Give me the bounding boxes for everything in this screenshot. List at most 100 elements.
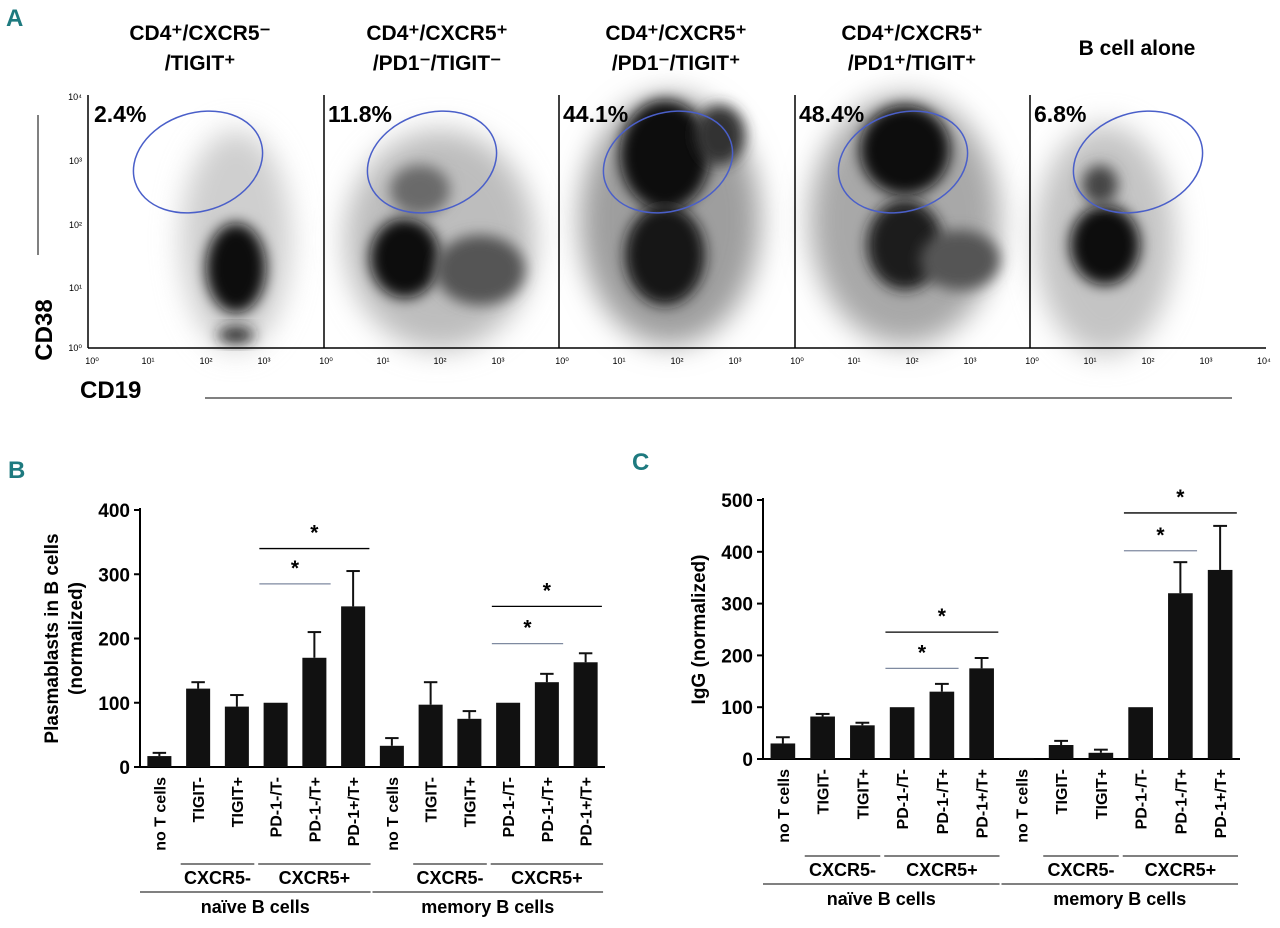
- group1-label-c-1: CXCR5+: [906, 860, 978, 880]
- group2-label-c-0: naïve B cells: [827, 889, 936, 909]
- bar-c-8: [1088, 752, 1114, 759]
- flow-x-tick-p1-2: 10²: [199, 356, 212, 366]
- bar-c-7: [1048, 745, 1074, 759]
- flow-title-3-line1: CD4⁺/CXCR5⁺: [605, 22, 746, 45]
- gate-percent-1: 2.4%: [94, 101, 146, 127]
- bar-c-0: [770, 743, 796, 759]
- chart-c: 0 100 200 300 400 500 IgG (normalized) no T cel…: [689, 486, 1240, 909]
- flow-x-tick-p5-2: 10²: [1141, 356, 1154, 366]
- flow-title-1-line1: CD4⁺/CXCR5⁻: [129, 22, 270, 45]
- category-label-b-3: PD-1-/T-: [269, 777, 286, 837]
- gate-4: [837, 110, 969, 214]
- category-label-b-6: no T cells: [385, 777, 402, 851]
- gate-percent-5: 6.8%: [1034, 101, 1086, 127]
- flow-y-tick-4: 10⁴: [68, 92, 82, 102]
- gate-percent-2: 11.8%: [328, 101, 392, 127]
- density-panel-1: [181, 130, 291, 350]
- category-label-b-4: PD-1-/T+: [307, 777, 324, 842]
- flow-xlabel: CD19: [80, 377, 141, 404]
- category-label-c-2: TIGIT+: [855, 769, 872, 819]
- y-tick-label-c-0: 0: [742, 750, 753, 771]
- flow-x-tick-p1-1: 10¹: [141, 356, 154, 366]
- bar-b-1: [186, 688, 211, 767]
- flow-title-4-line1: CD4⁺/CXCR5⁺: [841, 22, 982, 45]
- flow-title-5-line1: B cell alone: [1079, 37, 1196, 60]
- flow-x-tick-p5-3: 10³: [1199, 356, 1212, 366]
- gates: [132, 110, 1204, 214]
- category-label-c-11: PD-1+/T+: [1213, 769, 1230, 838]
- flow-x-tick-p4-3: 10³: [963, 356, 976, 366]
- panel-label-c: C: [632, 449, 649, 476]
- panel-a: A CD4⁺/CXCR5⁻ /TIGIT⁺ CD4⁺/CXCR5⁺ /PD1⁻/…: [6, 5, 1271, 404]
- sig-star-b-1: *: [310, 522, 319, 545]
- group2-label-b-0: naïve B cells: [201, 897, 310, 917]
- flow-y-tick-2: 10²: [69, 220, 82, 230]
- y-tick-label-b-3: 300: [98, 565, 130, 586]
- flow-x-tick-p5-0: 10⁰: [1025, 356, 1039, 366]
- flow-title-1-line2: /TIGIT⁺: [165, 52, 236, 75]
- y-tick-label-b-1: 100: [98, 694, 130, 715]
- sig-star-b-0: *: [291, 557, 300, 580]
- gate-2: [366, 110, 498, 214]
- flow-title-3-line2: /PD1⁻/TIGIT⁺: [612, 52, 740, 75]
- density-panel-5: [1035, 125, 1175, 355]
- flow-x-tick-p3-2: 10²: [670, 356, 683, 366]
- category-label-c-4: PD-1-/T+: [935, 769, 952, 834]
- bar-b-3: [263, 702, 288, 767]
- flow-x-tick-p3-0: 10⁰: [555, 356, 569, 366]
- category-label-b-7: TIGIT-: [424, 777, 441, 822]
- gate-5: [1072, 110, 1204, 214]
- category-label-b-9: PD-1-/T-: [501, 777, 518, 837]
- group2-label-b-1: memory B cells: [421, 897, 554, 917]
- panel-label-a: A: [6, 5, 23, 32]
- flow-x-tick-p2-3: 10³: [491, 356, 504, 366]
- bar-c-1: [810, 716, 835, 759]
- sig-star-c-1: *: [938, 605, 947, 628]
- bar-b-6: [379, 745, 404, 767]
- gate-percent-4: 48.4%: [799, 101, 864, 127]
- bar-c-9: [1128, 707, 1153, 759]
- category-label-c-1: TIGIT-: [816, 769, 833, 814]
- flow-title-4-line2: /PD1⁺/TIGIT⁺: [848, 52, 976, 75]
- category-label-c-0: no T cells: [776, 769, 793, 843]
- flow-titles: CD4⁺/CXCR5⁻ /TIGIT⁺ CD4⁺/CXCR5⁺ /PD1⁻/TI…: [129, 22, 1195, 75]
- y-tick-label-c-4: 400: [721, 543, 753, 564]
- sig-star-c-3: *: [1176, 486, 1185, 509]
- y-tick-label-c-2: 200: [721, 646, 753, 667]
- y-tick-label-c-3: 300: [721, 595, 753, 616]
- category-label-b-8: TIGIT+: [462, 777, 479, 827]
- category-label-c-10: PD-1-/T+: [1173, 769, 1190, 834]
- panel-label-b: B: [8, 457, 25, 484]
- group1-label-b-2: CXCR5-: [416, 868, 483, 888]
- category-label-c-7: TIGIT-: [1054, 769, 1071, 814]
- flow-x-tick-p2-1: 10¹: [376, 356, 389, 366]
- group2-label-c-1: memory B cells: [1053, 889, 1186, 909]
- category-label-c-9: PD-1-/T-: [1134, 769, 1151, 829]
- density-plots: [181, 95, 1175, 355]
- sig-star-c-2: *: [1156, 524, 1165, 547]
- category-label-c-5: PD-1+/T+: [975, 769, 992, 838]
- bar-b-9: [496, 702, 521, 767]
- group1-label-c-2: CXCR5-: [1047, 860, 1114, 880]
- flow-ylabel: CD38: [31, 299, 58, 360]
- bar-b-5: [341, 606, 366, 767]
- ylabel-b-line1: Plasmablasts in B cells: [42, 533, 63, 743]
- bar-c-6: [1009, 757, 1034, 759]
- flow-x-tick-p4-2: 10²: [905, 356, 918, 366]
- flow-x-tick-p4-1: 10¹: [847, 356, 860, 366]
- category-label-b-1: TIGIT-: [191, 777, 208, 822]
- flow-x-tick-p1-3: 10³: [257, 356, 270, 366]
- group1-label-b-0: CXCR5-: [184, 868, 251, 888]
- y-tick-label-c-5: 500: [721, 491, 753, 512]
- density-panel-4: [810, 95, 1000, 345]
- category-label-b-10: PD-1-/T+: [540, 777, 557, 842]
- bar-c-2: [850, 725, 875, 759]
- flow-x-tick-p2-2: 10²: [433, 356, 446, 366]
- density-panel-2: [345, 130, 535, 350]
- flow-y-ticks: 10⁰ 10¹ 10² 10³ 10⁴: [68, 92, 82, 353]
- bar-b-2: [224, 706, 249, 767]
- bar-b-7: [418, 704, 443, 767]
- flow-title-2-line1: CD4⁺/CXCR5⁺: [366, 22, 507, 45]
- bar-b-0: [147, 756, 172, 767]
- flow-x-tick-p2-0: 10⁰: [319, 356, 333, 366]
